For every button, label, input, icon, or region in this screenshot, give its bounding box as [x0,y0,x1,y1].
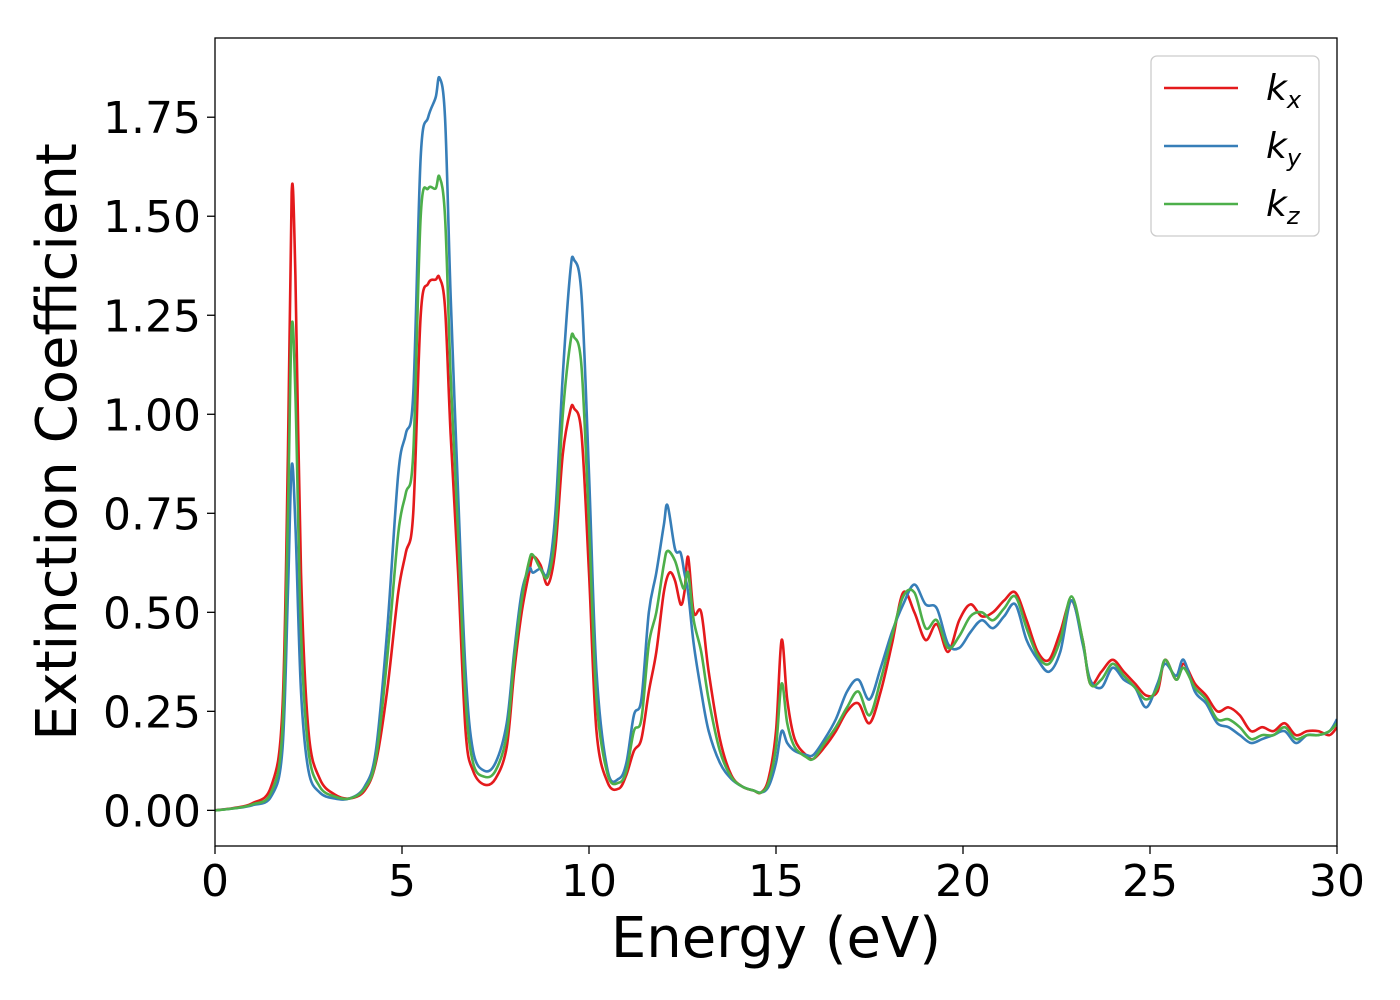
y-tick-label: 1.25 [103,291,201,342]
series-line-z [215,174,1337,812]
x-tick-label: 30 [1309,856,1365,907]
x-tick-label: 0 [201,856,229,907]
y-tick-label: 0.75 [103,489,201,540]
legend: kx ky kz [1150,55,1320,237]
y-tick-label: 0.25 [103,687,201,738]
x-tick-label: 20 [935,856,991,907]
y-axis-ticks: 0.00 0.25 0.50 0.75 1.00 1.25 1.50 1.75 [103,93,215,837]
series-line-x [215,182,1337,812]
series-layer [215,75,1337,812]
x-axis-ticks: 0 5 10 15 20 25 30 [201,846,1365,907]
y-tick-label: 0.50 [103,588,201,639]
x-axis-label: Energy (eV) [611,906,941,971]
y-tick-label: 1.75 [103,93,201,144]
x-tick-label: 10 [561,856,617,907]
legend-label-z: kz [1266,184,1301,230]
y-tick-label: 0.00 [103,786,201,837]
x-tick-label: 25 [1122,856,1178,907]
y-tick-label: 1.00 [103,390,201,441]
legend-label-y: ky [1266,126,1302,172]
y-tick-label: 1.50 [103,192,201,243]
x-tick-label: 5 [388,856,416,907]
legend-label-x: kx [1266,68,1302,114]
y-axis-label: Extinction Coefficient [25,143,90,741]
x-tick-label: 15 [748,856,804,907]
